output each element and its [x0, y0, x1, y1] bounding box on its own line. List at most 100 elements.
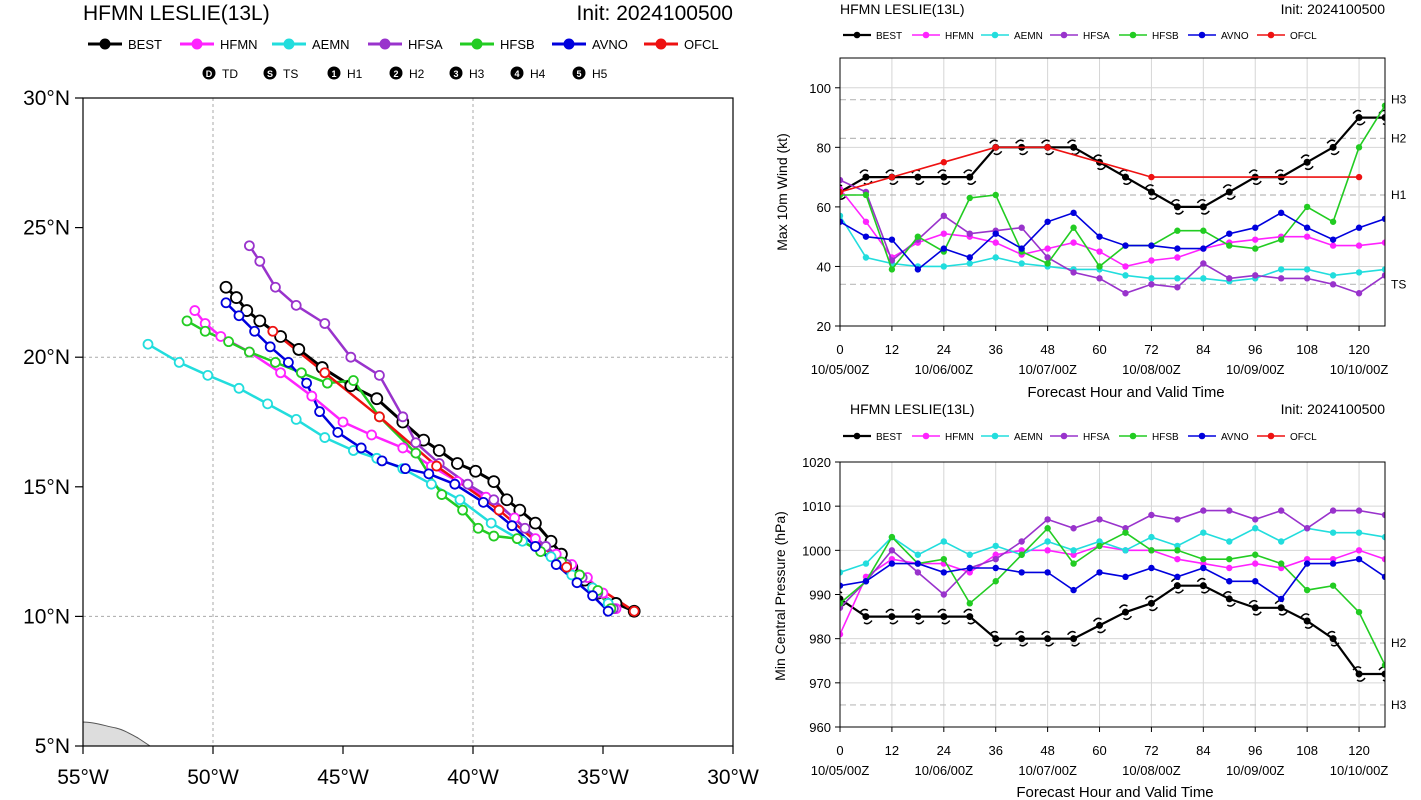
track-point-best: [450, 457, 464, 470]
series-point-hfmn: [1277, 564, 1285, 572]
legend-label-ofcl: OFCL: [684, 37, 719, 52]
pressure-x-axis-label: Forecast Hour and Valid Time: [1016, 784, 1213, 800]
ts-legend-label-hfmn: HFMN: [945, 432, 974, 443]
ts-y-tick-label: 1010: [802, 499, 831, 514]
series-point-aemn: [1226, 538, 1233, 545]
series-point-avno: [1070, 209, 1077, 217]
hurricane-symbol-icon: [1222, 184, 1236, 200]
series-point-aemn: [1174, 275, 1181, 282]
series-point-ofcl: [888, 173, 896, 181]
track-point-best: [240, 304, 254, 317]
series-line-avno: [840, 211, 1385, 271]
ts-legend-marker-hfmn: [922, 31, 930, 39]
legend-label-hfsb: HFSB: [500, 37, 535, 52]
threshold-label-h1: H1: [1391, 188, 1407, 202]
series-point-avno: [1329, 236, 1337, 243]
ts-legend-label-best: BEST: [876, 432, 902, 443]
series-point-avno: [1148, 564, 1155, 572]
track-plot-frame: [82, 97, 734, 747]
ts-date-tick-label: 10/08/00Z: [1122, 362, 1181, 377]
series-point-best: [1329, 143, 1337, 151]
series-point-best: [1173, 582, 1181, 590]
series-point-hfmn: [1381, 239, 1385, 246]
track-point-ofcl: [267, 325, 279, 337]
track-point-aemn: [290, 414, 302, 425]
series-point-hfsb: [1381, 102, 1385, 109]
ts-date-tick-label: 10/07/00Z: [1018, 763, 1077, 778]
hurricane-symbol-icon: [1222, 591, 1236, 607]
series-point-aemn: [992, 542, 999, 550]
ts-legend-label-hfsa: HFSA: [1083, 432, 1110, 443]
track-point-aemn: [545, 551, 557, 563]
series-point-avno: [1044, 569, 1051, 576]
track-x-tick-label: 30°W: [707, 766, 759, 789]
series-point-aemn: [1148, 275, 1155, 282]
landmass-south-america: [82, 721, 152, 747]
hurricane-symbol-icon: [1144, 595, 1159, 612]
series-point-best: [1070, 143, 1078, 151]
series-point-best: [1121, 608, 1129, 616]
legend-marker-avno: [563, 38, 575, 50]
legend-label-hfsa: HFSA: [408, 37, 443, 52]
series-point-avno: [1018, 245, 1025, 252]
legend-intensity-symbol: [389, 66, 403, 80]
ts-y-tick-label: 100: [809, 81, 831, 96]
series-point-avno: [1329, 560, 1337, 567]
hurricane-symbol-icon: [1092, 154, 1107, 171]
hurricane-symbol-icon: [1092, 617, 1107, 634]
series-point-hfsa: [1381, 272, 1385, 279]
track-point-aemn: [202, 369, 214, 381]
series-point-aemn: [1070, 547, 1077, 554]
pressure-panel: HFMN LESLIE(13L) Init: 2024100500 BEST HF…: [772, 401, 1407, 800]
hurricane-symbol-icon: [885, 608, 899, 625]
series-line-hfmn: [840, 188, 1385, 268]
series-point-hfsb: [966, 194, 973, 202]
series-point-hfsb: [1096, 263, 1103, 270]
series-point-hfmn: [966, 569, 973, 576]
legend-intensity-symbol: [572, 66, 586, 80]
series-point-best: [966, 613, 974, 621]
series-point-best: [1199, 582, 1207, 590]
series-point-hfsb: [888, 533, 896, 541]
track-point-hfmn: [397, 442, 409, 454]
legend-marker-hfsb: [471, 38, 483, 50]
series-point-ofcl: [940, 159, 948, 166]
series-point-best: [1225, 188, 1233, 196]
series-point-aemn: [1329, 529, 1337, 536]
series-line-avno: [840, 558, 1385, 600]
legend-marker-hfsa: [379, 38, 391, 50]
ts-x-tick-label: 24: [937, 342, 951, 357]
series-point-hfmn: [1148, 257, 1155, 264]
track-point-hfsa: [290, 299, 302, 311]
series-point-hfsa: [1329, 507, 1337, 514]
series-point-best: [1355, 670, 1363, 678]
series-point-avno: [862, 578, 870, 585]
track-point-avno: [423, 468, 435, 480]
ts-x-tick-label: 36: [988, 342, 1002, 357]
series-point-aemn: [1277, 266, 1285, 273]
track-x-tick-label: 40°W: [447, 766, 499, 789]
series-point-hfsb: [1174, 547, 1181, 554]
series-line-hfmn: [840, 545, 1385, 635]
track-point-avno: [332, 426, 344, 438]
series-point-hfsb: [1277, 236, 1285, 243]
ts-x-tick-label: 108: [1296, 342, 1318, 357]
threshold-label-ts: TS: [1391, 277, 1406, 291]
track-y-tick-label: 25°N: [23, 217, 70, 240]
series-point-hfsa: [1355, 290, 1363, 297]
series-point-hfmn: [1096, 248, 1103, 255]
series-point-hfsa: [1277, 507, 1285, 514]
series-point-avno: [966, 254, 973, 261]
track-point-hfmn: [215, 331, 227, 342]
series-point-avno: [1226, 578, 1233, 585]
track-point-avno: [571, 577, 583, 589]
pressure-init-label: Init: 2024100500: [1281, 401, 1386, 417]
ts-y-tick-label: 1020: [802, 455, 831, 470]
track-map-panel: HFMN LESLIE(13L) Init: 2024100500 BEST HF…: [23, 2, 759, 789]
wind-plot-frame: [839, 57, 1386, 327]
track-x-tick-label: 35°W: [577, 766, 629, 789]
series-point-hfmn: [992, 551, 999, 558]
track-point-avno: [530, 541, 541, 552]
track-point-hfmn: [337, 416, 349, 428]
series-point-best: [940, 173, 948, 181]
